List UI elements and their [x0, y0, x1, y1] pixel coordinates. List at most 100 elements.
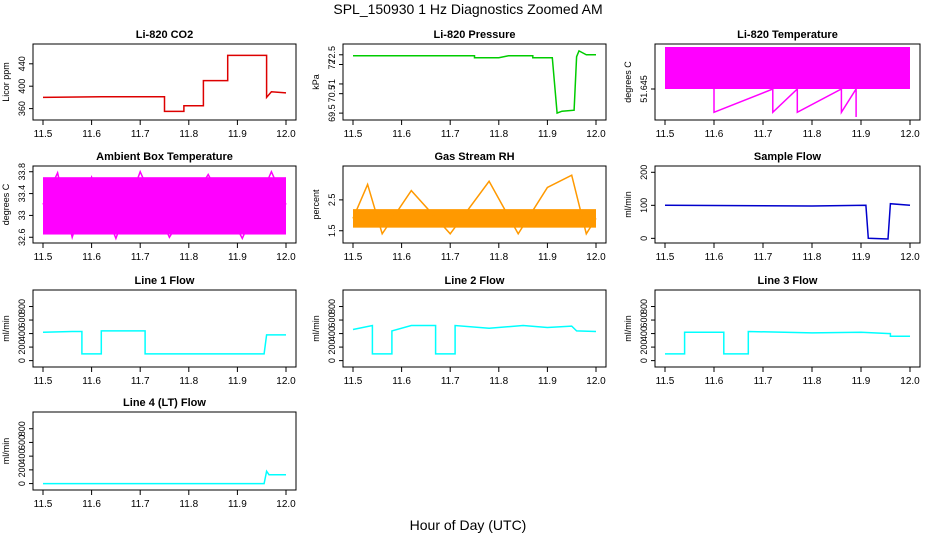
y-tick-label: 33.4 [17, 185, 27, 203]
series-line [713, 86, 857, 117]
x-tick-label: 11.7 [754, 252, 773, 263]
x-tick-label: 12.0 [586, 129, 606, 140]
y-tick-label: 0 [639, 358, 649, 363]
panel-frame [654, 289, 921, 368]
x-tick-label: 11.8 [803, 129, 822, 140]
panel-frame [32, 289, 297, 368]
y-axis-label: ml/min [1, 438, 11, 465]
panel-frame [342, 43, 607, 121]
y-tick-label: 32.6 [17, 229, 27, 247]
panel-title: Line 2 Flow [445, 275, 505, 287]
y-tick-label: 800 [639, 299, 649, 314]
x-tick-label: 11.7 [131, 252, 150, 263]
x-tick-label: 11.5 [34, 129, 53, 140]
x-tick-label: 11.5 [656, 252, 675, 263]
y-tick-label: 200 [17, 340, 27, 355]
series-line [42, 54, 287, 113]
y-tick-label: 800 [327, 299, 337, 314]
x-tick-label: 11.8 [179, 129, 198, 140]
y-axis-label: ml/min [623, 315, 633, 342]
y-tick-label: 71 [327, 79, 337, 89]
panel-title: Sample Flow [754, 151, 822, 163]
y-tick-label: 600 [639, 313, 649, 328]
x-tick-label: 11.6 [705, 129, 724, 140]
series-line [42, 330, 286, 355]
x-tick-label: 11.7 [441, 376, 460, 387]
y-tick-label: 0 [639, 236, 649, 241]
x-tick-label: 12.0 [276, 129, 296, 140]
panel-title: Line 4 (LT) Flow [123, 397, 206, 409]
x-tick-label: 11.8 [179, 252, 198, 263]
y-tick-label: 72.5 [327, 46, 337, 64]
figure-title: SPL_150930 1 Hz Diagnostics Zoomed AM [333, 1, 603, 17]
x-tick-label: 11.7 [131, 376, 150, 387]
y-axis-label: ml/min [311, 315, 321, 342]
y-tick-label: 2.5 [327, 194, 337, 207]
y-axis-label: degrees C [623, 61, 633, 103]
x-tick-label: 11.6 [82, 252, 101, 263]
y-tick-label: 400 [639, 326, 649, 341]
x-tick-label: 11.6 [392, 252, 411, 263]
panel-9: Line 3 Flow ml/min 11.5 11.6 11.7 11.8 11.9 12.… [623, 275, 921, 387]
x-axis-title: Hour of Day (UTC) [409, 517, 527, 533]
y-tick-label: 33 [17, 210, 27, 220]
x-tick-label: 11.9 [538, 252, 557, 263]
panel-title: Line 3 Flow [758, 275, 818, 287]
x-tick-label: 11.7 [441, 252, 460, 263]
series-line [352, 174, 597, 236]
panel-8: Line 2 Flow ml/min 11.5 11.6 11.7 11.8 11.9 12.… [311, 275, 607, 387]
y-tick-label: 400 [17, 326, 27, 341]
x-tick-label: 11.9 [228, 376, 247, 387]
y-tick-label: 200 [639, 340, 649, 355]
y-tick-label: 800 [17, 299, 27, 314]
x-tick-label: 11.9 [538, 376, 557, 387]
y-axis-label: ml/min [1, 315, 11, 342]
x-tick-label: 11.8 [489, 376, 508, 387]
x-tick-label: 12.0 [900, 252, 920, 263]
x-tick-label: 11.8 [179, 499, 198, 510]
x-tick-label: 11.6 [82, 376, 101, 387]
x-tick-label: 12.0 [586, 376, 606, 387]
panel-4: Ambient Box Temperature degrees C 11.5 11.6… [1, 151, 297, 263]
panel-title: Ambient Box Temperature [96, 151, 233, 163]
y-axis-label: Licor ppm [1, 62, 11, 102]
y-tick-label: 33.8 [17, 163, 27, 181]
y-axis-label: kPa [311, 74, 321, 90]
x-tick-label: 12.0 [276, 252, 296, 263]
x-tick-label: 11.5 [344, 129, 363, 140]
x-tick-label: 11.9 [228, 129, 247, 140]
series-line [43, 469, 286, 485]
y-axis-label: degrees C [1, 183, 11, 225]
x-tick-label: 11.8 [803, 252, 822, 263]
x-tick-label: 11.9 [538, 129, 557, 140]
y-tick-label: 800 [17, 421, 27, 436]
x-tick-label: 11.9 [228, 252, 247, 263]
panel-3: Li-820 Temperature degrees C 11.5 11.6 11.7 1… [623, 29, 921, 140]
series-line [42, 169, 287, 241]
x-tick-label: 11.6 [705, 252, 724, 263]
y-tick-label: 0 [327, 358, 337, 363]
y-tick-label: 200 [639, 165, 649, 180]
y-tick-label: 200 [327, 340, 337, 355]
x-tick-label: 11.5 [344, 252, 363, 263]
x-tick-label: 11.9 [228, 499, 247, 510]
x-tick-label: 12.0 [900, 129, 920, 140]
panel-frame [32, 411, 297, 491]
y-tick-label: 100 [639, 198, 649, 213]
x-tick-label: 11.6 [392, 129, 411, 140]
y-tick-label: 400 [17, 79, 27, 94]
panel-5: Gas Stream RH percent 11.5 11.6 11.7 11.8 11.9… [311, 151, 607, 263]
panel-frame [654, 165, 921, 244]
y-axis-label: ml/min [623, 191, 633, 218]
x-tick-label: 11.9 [852, 376, 871, 387]
panel-frame [342, 165, 607, 244]
y-tick-label: 1.5 [327, 224, 337, 237]
y-tick-label: 51.645 [639, 75, 649, 103]
y-tick-label: 600 [17, 313, 27, 328]
x-tick-label: 11.5 [656, 129, 675, 140]
x-tick-label: 11.5 [344, 376, 363, 387]
panel-7: Line 1 Flow ml/min 11.5 11.6 11.7 11.8 11.9 12.… [1, 275, 297, 387]
x-tick-label: 11.7 [754, 376, 773, 387]
panel-10: Line 4 (LT) Flow ml/min 11.5 11.6 11.7 11.8 11… [1, 397, 297, 510]
